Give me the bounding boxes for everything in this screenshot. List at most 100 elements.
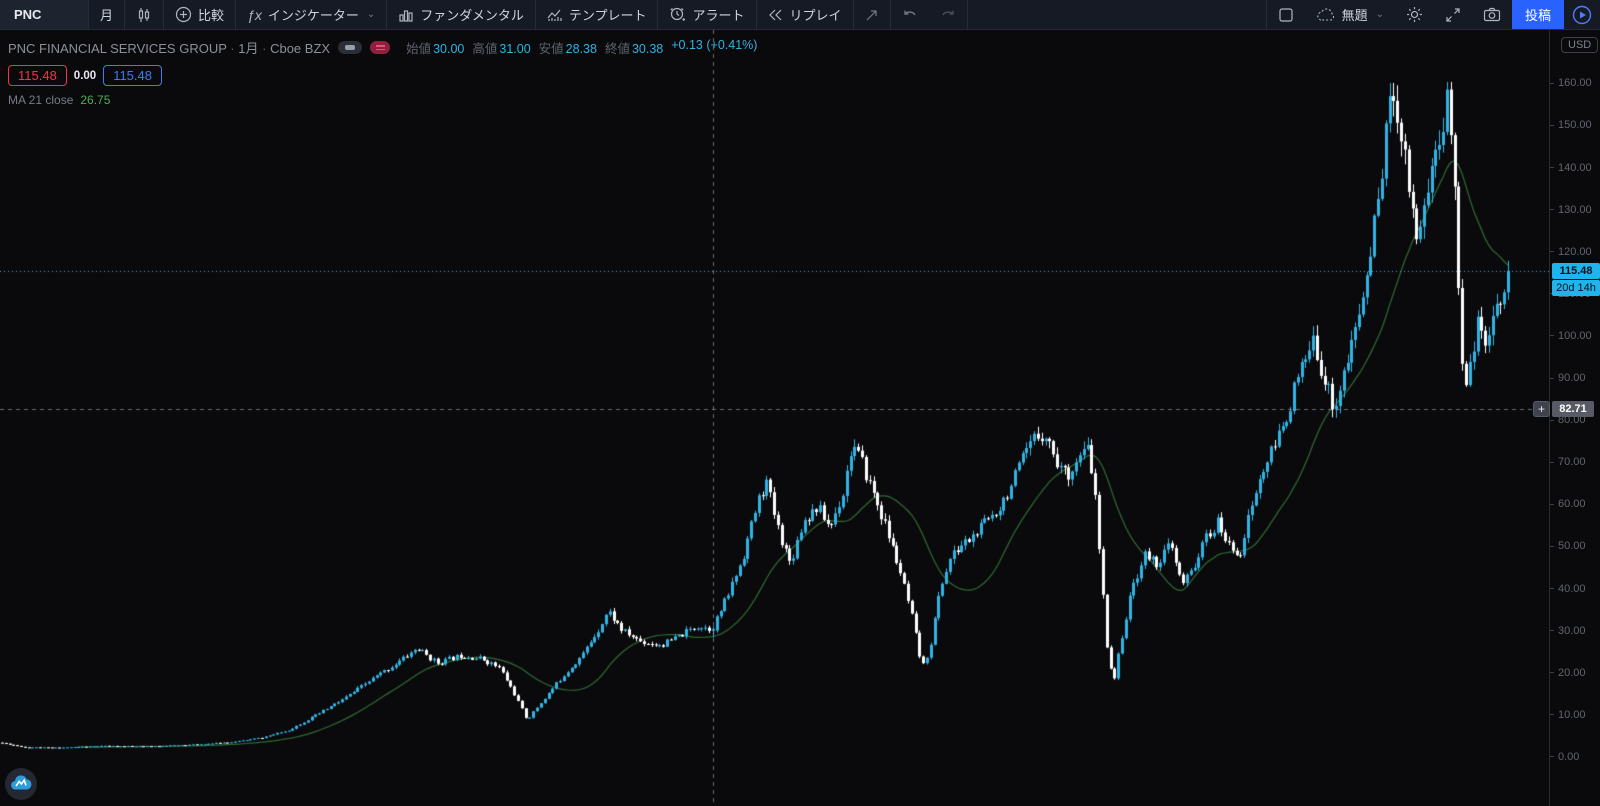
play-button[interactable] [1564, 0, 1600, 29]
publish-button[interactable]: 投稿 [1512, 0, 1564, 29]
top-toolbar: PNC 月 比較 ƒx インジケーター ⌄ ファンダメンタ [0, 0, 1600, 30]
bar-countdown-tag: 20d 14h [1552, 279, 1600, 296]
currency-badge[interactable]: USD [1561, 37, 1599, 53]
toolbar-separator [124, 0, 126, 29]
toolbar-separator [1265, 0, 1267, 29]
replay-button[interactable]: リプレイ [757, 0, 853, 29]
fullscreen-button[interactable] [1434, 0, 1472, 29]
toolbar-separator [88, 0, 89, 29]
compare-button[interactable]: 比較 [164, 0, 235, 29]
last-price-tag: 115.48 [1552, 262, 1600, 279]
candlestick-style-icon [136, 7, 152, 23]
alert-button[interactable]: アラート [658, 0, 755, 29]
legend-dot: · [230, 41, 235, 56]
price-tick-label: 140.00 [1550, 162, 1592, 174]
price-tick-label: 80.00 [1550, 414, 1586, 426]
change-value: +0.13 (+0.41%) [671, 38, 758, 52]
close-label: 終値 [604, 42, 630, 56]
legend-symbol-title[interactable]: PNC FINANCIAL SERVICES GROUP · 1月 · Cboe… [8, 38, 330, 57]
price-tick-label: 60.00 [1550, 498, 1586, 510]
toolbar-separator [966, 0, 968, 29]
crosshair-price-tag: 82.71 [1552, 400, 1594, 417]
undo-button[interactable] [891, 0, 929, 29]
layout-square-icon [1278, 7, 1294, 23]
ma-label: MA 21 close [8, 93, 74, 107]
close-value: 30.38 [631, 42, 664, 56]
price-tick-label: 0.00 [1550, 751, 1579, 763]
crosshair-add-alert-button[interactable]: + [1533, 400, 1550, 417]
settings-button[interactable] [1395, 0, 1434, 29]
toolbar-separator [755, 0, 757, 29]
sell-price-button[interactable]: 115.48 [8, 65, 67, 86]
screenshot-button[interactable] [1472, 0, 1512, 29]
chart-pane: PNC FINANCIAL SERVICES GROUP · 1月 · Cboe… [0, 30, 1549, 806]
toolbar-spacer [968, 0, 1266, 29]
compare-plus-icon [175, 6, 192, 23]
price-tick-label: 10.00 [1550, 709, 1586, 721]
low-label: 安値 [538, 42, 564, 56]
chevron-down-icon: ⌄ [366, 9, 376, 20]
legend-symbol-name: PNC FINANCIAL SERVICES GROUP [8, 41, 227, 56]
indicators-button[interactable]: ƒx インジケーター ⌄ [236, 0, 386, 29]
interval-button[interactable]: 月 [100, 8, 114, 23]
toolbar-separator [163, 0, 165, 29]
high-value: 31.00 [499, 42, 531, 56]
price-axis[interactable]: USD 115.48 20d 14h 160.00 150.00 140.00 130… [1549, 30, 1600, 806]
undo-arrow-icon [902, 8, 918, 22]
open-value: 30.00 [433, 42, 465, 56]
open-label: 始値 [406, 42, 432, 56]
toolbar-separator [889, 0, 891, 29]
redo-button[interactable] [929, 0, 967, 29]
price-tick-label: 120.00 [1550, 246, 1592, 258]
price-tick-label: 150.00 [1550, 119, 1592, 131]
tradingview-logo[interactable] [4, 767, 38, 801]
toolbar-separator [852, 0, 854, 29]
symbol-button[interactable]: PNC [0, 0, 88, 29]
ohlc-readout: 始値 30.00 高値 31.00 安値 28.38 終値 30.38 +0.13 (+… [406, 38, 757, 57]
legend-exchange: Cboe BZX [270, 41, 331, 56]
low-value: 28.38 [565, 42, 597, 56]
redo-arrow-icon [940, 8, 956, 22]
price-tick-label: 40.00 [1550, 583, 1586, 595]
chart-legend: PNC FINANCIAL SERVICES GROUP · 1月 · Cboe… [8, 38, 757, 107]
fundamentals-button[interactable]: ファンダメンタル [387, 0, 535, 29]
visibility-pill-icon[interactable] [338, 41, 363, 54]
price-tick-label: 20.00 [1550, 667, 1586, 679]
high-label: 高値 [472, 42, 498, 56]
flag-pill-icon[interactable] [370, 41, 391, 54]
price-tick-label: 130.00 [1550, 204, 1592, 216]
price-tick-label: 100.00 [1550, 330, 1592, 342]
templates-button[interactable]: テンプレート [536, 0, 658, 29]
fundamentals-label: ファンダメンタル [420, 8, 524, 23]
cursor-tool-button[interactable] [854, 0, 890, 29]
rewind-icon [768, 8, 784, 22]
spread-value: 0.00 [73, 69, 97, 82]
ma-indicator-legend[interactable]: MA 21 close 26.75 [8, 93, 757, 107]
price-chart-canvas[interactable] [0, 30, 1549, 806]
price-tick-label: 160.00 [1550, 77, 1592, 89]
toolbar-separator [657, 0, 659, 29]
fx-icon: ƒx [247, 6, 262, 23]
fullscreen-icon [1445, 7, 1461, 23]
indicators-label: インジケーター [267, 8, 359, 23]
buy-price-button[interactable]: 115.48 [103, 65, 162, 86]
legend-dot: · [262, 41, 267, 56]
layout-button[interactable] [1267, 0, 1305, 29]
toolbar-separator [386, 0, 388, 29]
legend-interval: 1月 [238, 41, 259, 56]
chevron-down-icon: ⌄ [1375, 9, 1384, 20]
chart-style-button[interactable] [125, 0, 163, 29]
price-tick-label: 30.00 [1550, 625, 1586, 637]
price-tick-label: 70.00 [1550, 456, 1586, 468]
alert-label: アラート [692, 8, 745, 23]
cursor-arrow-icon [865, 8, 879, 22]
layout-name-label: 無題 [1341, 8, 1368, 23]
save-layout-button[interactable]: 無題 ⌄ [1305, 0, 1395, 29]
templates-label: テンプレート [568, 8, 647, 23]
compare-label: 比較 [198, 8, 225, 23]
price-tick-label: 50.00 [1550, 540, 1586, 552]
toolbar-separator [235, 0, 237, 29]
price-tick-label: 90.00 [1550, 372, 1586, 384]
bar-chart-icon [398, 7, 414, 23]
ma-value: 26.75 [80, 93, 111, 107]
